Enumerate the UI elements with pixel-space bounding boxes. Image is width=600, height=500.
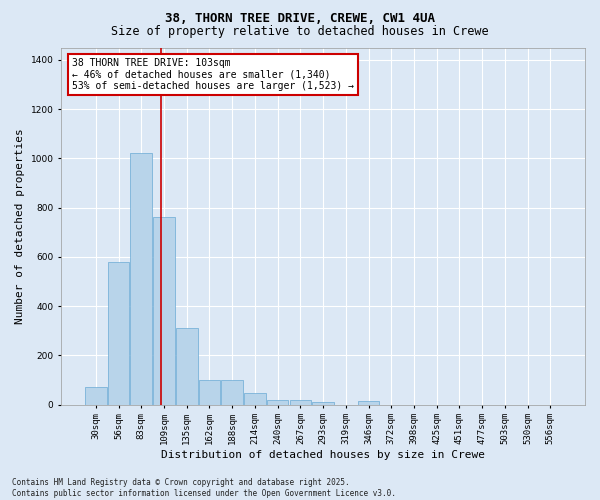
Bar xyxy=(85,388,107,404)
Bar xyxy=(108,262,130,404)
Bar xyxy=(267,400,289,404)
Text: 38, THORN TREE DRIVE, CREWE, CW1 4UA: 38, THORN TREE DRIVE, CREWE, CW1 4UA xyxy=(165,12,435,26)
Bar xyxy=(313,402,334,404)
Bar xyxy=(153,218,175,404)
Text: Contains HM Land Registry data © Crown copyright and database right 2025.
Contai: Contains HM Land Registry data © Crown c… xyxy=(12,478,396,498)
Text: 38 THORN TREE DRIVE: 103sqm
← 46% of detached houses are smaller (1,340)
53% of : 38 THORN TREE DRIVE: 103sqm ← 46% of det… xyxy=(71,58,353,92)
Bar xyxy=(244,394,266,404)
Bar xyxy=(358,401,379,404)
Bar xyxy=(176,328,197,404)
Bar xyxy=(130,154,152,404)
Bar xyxy=(199,380,220,404)
Y-axis label: Number of detached properties: Number of detached properties xyxy=(15,128,25,324)
Bar xyxy=(290,400,311,404)
Bar xyxy=(221,380,243,404)
Text: Size of property relative to detached houses in Crewe: Size of property relative to detached ho… xyxy=(111,25,489,38)
X-axis label: Distribution of detached houses by size in Crewe: Distribution of detached houses by size … xyxy=(161,450,485,460)
